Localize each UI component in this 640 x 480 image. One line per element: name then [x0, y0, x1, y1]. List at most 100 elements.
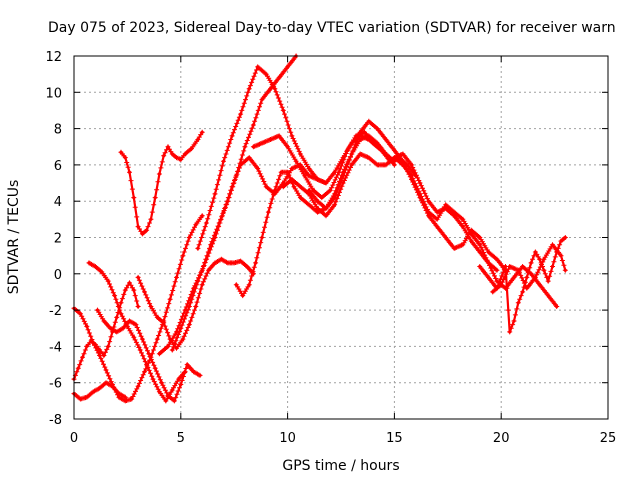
data-point: [119, 301, 123, 305]
data-point: [174, 275, 179, 279]
data-point: [298, 185, 302, 189]
data-point: [307, 166, 311, 171]
data-point: [341, 174, 345, 178]
data-point: [268, 137, 273, 142]
data-point: [546, 294, 550, 298]
data-point: [162, 321, 166, 325]
x-tick-label: 25: [600, 431, 617, 446]
data-point: [234, 283, 238, 287]
data-point: [503, 264, 508, 269]
data-point: [179, 326, 183, 330]
x-tick-label: 20: [493, 431, 510, 446]
data-point: [260, 98, 264, 102]
data-point: [145, 228, 149, 232]
data-point: [264, 185, 268, 189]
y-tick-label: 12: [45, 50, 62, 65]
data-point: [521, 264, 525, 269]
data-point: [315, 199, 320, 203]
data-point: [533, 275, 538, 279]
data-point: [78, 397, 82, 401]
data-point: [516, 301, 520, 305]
data-point: [533, 250, 538, 254]
data-point: [486, 275, 490, 279]
series-markers: [280, 151, 500, 273]
data-point: [140, 232, 144, 236]
data-point: [170, 152, 174, 156]
data-point: [241, 294, 245, 298]
data-point: [298, 196, 302, 200]
data-point: [315, 177, 320, 181]
data-point: [187, 235, 191, 240]
data-point: [166, 393, 170, 397]
data-point: [136, 304, 140, 309]
data-point: [358, 152, 362, 156]
series-track-7: [135, 256, 256, 351]
data-point: [155, 315, 159, 319]
data-point: [185, 363, 189, 367]
data-point: [177, 377, 181, 381]
data-point: [375, 127, 379, 131]
data-point: [194, 223, 198, 227]
data-point: [251, 145, 255, 149]
data-point: [542, 257, 546, 261]
data-point: [273, 87, 277, 91]
y-tick-label: 6: [54, 159, 62, 174]
y-tick-label: -2: [49, 304, 62, 319]
data-point: [286, 145, 290, 149]
data-point: [113, 294, 117, 298]
series-track-4: [86, 260, 188, 404]
data-point: [337, 170, 341, 174]
y-tick-label: 10: [45, 86, 62, 101]
data-point: [392, 148, 396, 152]
data-point: [286, 65, 290, 69]
data-point: [142, 290, 147, 294]
series-markers: [86, 260, 188, 404]
data-point: [495, 268, 499, 272]
data-point: [354, 134, 358, 138]
series-track-2: [71, 280, 141, 382]
data-point: [499, 283, 503, 287]
data-point: [478, 264, 482, 269]
data-point: [418, 181, 422, 185]
data-point: [264, 72, 268, 76]
data-point: [98, 386, 102, 390]
data-point: [91, 341, 95, 345]
data-point: [136, 384, 140, 388]
data-point: [512, 275, 516, 279]
data-point: [281, 108, 285, 112]
data-point: [166, 344, 170, 348]
data-point: [85, 344, 89, 348]
data-point: [409, 163, 414, 167]
data-point: [108, 326, 112, 330]
data-point: [307, 188, 311, 192]
data-point: [76, 366, 80, 370]
data-point: [260, 235, 264, 240]
data-point: [290, 166, 294, 171]
data-point: [550, 243, 555, 247]
data-point: [121, 326, 125, 330]
data-point: [106, 344, 110, 348]
data-point: [170, 348, 174, 352]
data-point: [247, 283, 251, 287]
data-point: [132, 196, 136, 200]
data-point: [435, 217, 439, 221]
data-point: [179, 382, 183, 387]
data-point: [469, 239, 473, 243]
data-point: [123, 156, 127, 160]
data-point: [478, 250, 482, 254]
data-point: [563, 268, 567, 272]
data-point: [247, 156, 251, 160]
data-point: [221, 159, 226, 163]
chart-title: Day 075 of 2023, Sidereal Day-to-day VTE…: [48, 20, 616, 36]
data-point: [174, 156, 179, 160]
data-point: [85, 395, 89, 399]
data-point: [239, 163, 243, 167]
data-point: [153, 196, 157, 200]
data-point: [375, 163, 379, 167]
data-point: [298, 152, 302, 156]
data-point: [435, 210, 439, 214]
data-point: [204, 257, 208, 261]
x-tick-label: 5: [177, 431, 185, 446]
data-point: [198, 373, 202, 377]
data-point: [230, 134, 234, 138]
